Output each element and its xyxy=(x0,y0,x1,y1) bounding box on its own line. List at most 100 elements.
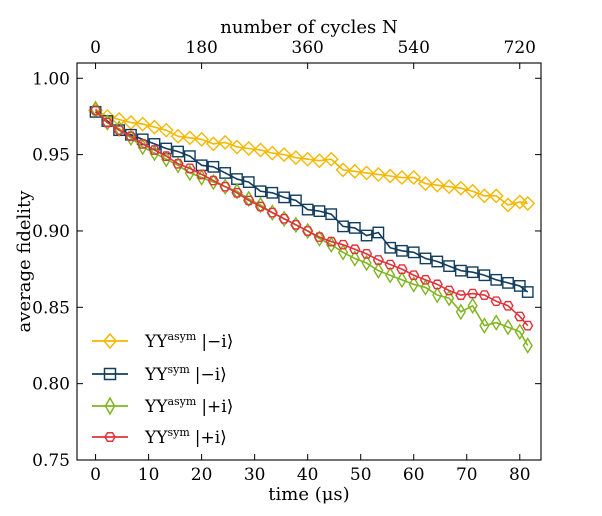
data-point xyxy=(441,179,457,195)
data-point xyxy=(196,169,208,180)
data-point xyxy=(205,136,221,152)
legend-sup: asym xyxy=(167,395,196,408)
x-tick-label: 30 xyxy=(244,465,266,485)
data-point xyxy=(313,205,326,218)
legend-marker xyxy=(103,332,117,350)
y-tick-label: 0.85 xyxy=(32,298,70,318)
x-tick-label: 80 xyxy=(509,465,531,485)
data-point xyxy=(325,236,337,247)
legend-label: YYsym |−i⟩ xyxy=(144,363,227,385)
data-point xyxy=(502,276,514,289)
data-point xyxy=(443,289,455,307)
data-point xyxy=(172,156,184,174)
data-point xyxy=(194,131,210,147)
x-tick-label: 10 xyxy=(138,465,160,485)
data-point xyxy=(254,185,267,198)
data-point xyxy=(384,259,396,270)
data-point xyxy=(231,187,243,198)
legend-main: YY xyxy=(144,428,168,448)
data-point xyxy=(372,255,384,265)
y-tick-label: 0.90 xyxy=(32,222,70,242)
data-point xyxy=(148,145,161,155)
data-point xyxy=(476,188,492,204)
data-point xyxy=(160,151,172,162)
data-point xyxy=(502,300,514,311)
data-point xyxy=(479,317,490,334)
data-point xyxy=(490,273,503,286)
data-point xyxy=(478,269,491,282)
data-point xyxy=(454,264,467,277)
data-point xyxy=(101,117,113,128)
data-point xyxy=(184,163,196,174)
data-point xyxy=(407,246,420,259)
y-tick-label: 0.75 xyxy=(32,451,70,471)
data-point xyxy=(290,194,302,207)
data-point xyxy=(465,183,481,199)
y-tick-label: 1.00 xyxy=(32,69,70,89)
top-tick-label: 0 xyxy=(90,38,101,58)
data-point xyxy=(183,150,196,163)
legend-label: YYsym |+i⟩ xyxy=(144,426,227,448)
legend-entry: YYasym |−i⟩ xyxy=(92,330,233,352)
data-point xyxy=(360,249,373,259)
data-point xyxy=(419,252,432,265)
legend-state: |−i⟩ xyxy=(195,365,227,385)
legend-state: |+i⟩ xyxy=(195,428,227,448)
data-point xyxy=(431,255,444,268)
series-group xyxy=(88,102,536,213)
data-point xyxy=(219,167,232,179)
data-point xyxy=(253,142,269,158)
data-point xyxy=(347,163,363,179)
x-tick-label: 20 xyxy=(191,465,213,485)
data-point xyxy=(160,142,173,155)
data-point xyxy=(385,266,396,284)
data-point xyxy=(146,119,162,135)
data-point xyxy=(349,250,360,267)
data-point xyxy=(300,151,316,167)
data-point xyxy=(488,188,504,204)
data-point xyxy=(89,105,102,116)
data-point xyxy=(266,207,278,218)
data-point xyxy=(242,176,255,188)
legend: YYasym |−i⟩ YYsym |−i⟩ YYasym |+i⟩ YYsym |+i… xyxy=(92,330,233,448)
legend-main: YY xyxy=(144,397,168,417)
data-point xyxy=(278,213,290,224)
data-point xyxy=(337,239,349,250)
legend-label: YYasym |−i⟩ xyxy=(144,330,233,352)
legend-state: |+i⟩ xyxy=(201,397,233,417)
data-point xyxy=(396,271,408,289)
legend-label: YYasym |+i⟩ xyxy=(144,395,233,417)
x-axis-title: time (μs) xyxy=(268,484,349,505)
data-point xyxy=(382,168,398,184)
data-point xyxy=(361,254,372,272)
data-point xyxy=(500,197,516,213)
data-point xyxy=(264,145,280,161)
legend-sup: asym xyxy=(167,330,196,343)
data-point xyxy=(301,203,314,216)
data-point xyxy=(337,220,349,233)
data-point xyxy=(429,177,445,193)
data-point xyxy=(313,232,326,242)
data-point xyxy=(420,279,431,296)
data-point xyxy=(290,219,302,230)
data-point xyxy=(337,244,349,261)
data-point xyxy=(148,138,161,150)
data-point xyxy=(207,175,219,186)
data-point xyxy=(514,311,526,322)
data-point xyxy=(288,150,304,166)
data-point xyxy=(172,158,184,169)
data-point xyxy=(278,191,291,204)
data-point xyxy=(302,226,314,236)
series-layer xyxy=(88,100,536,354)
data-point xyxy=(243,195,255,206)
top-tick-label: 720 xyxy=(504,38,536,58)
data-point xyxy=(521,286,534,298)
x-tick-label: 0 xyxy=(90,465,101,485)
legend-sup: sym xyxy=(167,363,190,376)
data-point xyxy=(384,241,397,254)
data-point xyxy=(372,226,385,239)
axis-ticks-layer: 0 10 20 30 40 50 60 70 80 0 180 360 540 720 0.75 0.80 0.… xyxy=(32,38,541,485)
data-point xyxy=(418,176,433,192)
data-point xyxy=(323,151,339,167)
top-tick-label: 180 xyxy=(185,38,217,58)
